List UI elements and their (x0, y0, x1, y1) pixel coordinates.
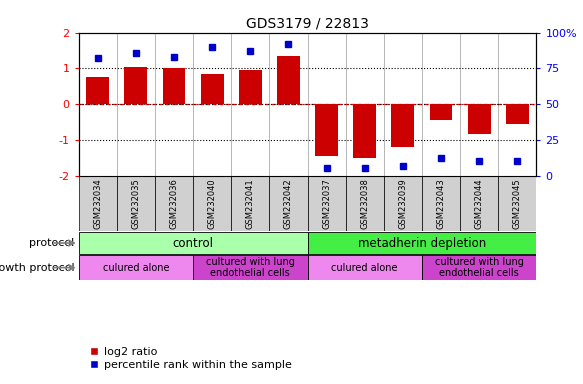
Bar (201, 74, 224, 104)
Bar (117, 175, 155, 231)
Title: GDS3179 / 22813: GDS3179 / 22813 (246, 16, 369, 30)
Bar (353, 104, 376, 158)
Bar (498, 175, 536, 231)
Bar (468, 104, 490, 134)
Bar (315, 104, 338, 156)
Bar (346, 175, 384, 231)
Bar (430, 104, 452, 120)
Bar (86, 77, 109, 104)
Legend: log2 ratio, percentile rank within the sample: log2 ratio, percentile rank within the s… (85, 343, 297, 375)
Text: growth protocol: growth protocol (0, 263, 74, 273)
Text: metadherin depletion: metadherin depletion (358, 237, 486, 250)
Text: GSM232039: GSM232039 (398, 178, 408, 229)
Text: GSM232040: GSM232040 (208, 178, 217, 228)
Bar (163, 68, 185, 104)
Text: GSM232037: GSM232037 (322, 178, 331, 229)
Text: GSM232043: GSM232043 (437, 178, 445, 229)
Bar (308, 175, 346, 231)
Text: culured alone: culured alone (103, 263, 169, 273)
Text: GSM232041: GSM232041 (246, 178, 255, 228)
Bar (79, 232, 308, 255)
Bar (269, 175, 308, 231)
Text: control: control (173, 237, 213, 250)
Bar (239, 70, 262, 104)
Bar (124, 66, 147, 104)
Bar (79, 175, 117, 231)
Bar (193, 175, 231, 231)
Bar (391, 104, 415, 147)
Text: cultured with lung
endothelial cells: cultured with lung endothelial cells (435, 257, 524, 278)
Text: GSM232035: GSM232035 (131, 178, 141, 229)
Bar (422, 255, 536, 280)
Text: GSM232034: GSM232034 (93, 178, 102, 229)
Bar (193, 255, 308, 280)
Bar (460, 175, 498, 231)
Text: GSM232036: GSM232036 (170, 178, 178, 229)
Bar (384, 175, 422, 231)
Bar (506, 104, 529, 124)
Bar (277, 56, 300, 104)
Text: culured alone: culured alone (332, 263, 398, 273)
Text: GSM232044: GSM232044 (475, 178, 484, 228)
Bar (79, 255, 193, 280)
Bar (231, 175, 269, 231)
Text: GSM232045: GSM232045 (513, 178, 522, 228)
Bar (422, 175, 460, 231)
Text: GSM232038: GSM232038 (360, 178, 369, 229)
Text: protocol: protocol (29, 238, 74, 248)
Bar (308, 255, 422, 280)
Bar (155, 175, 193, 231)
Bar (308, 232, 536, 255)
Text: GSM232042: GSM232042 (284, 178, 293, 228)
Text: cultured with lung
endothelial cells: cultured with lung endothelial cells (206, 257, 295, 278)
